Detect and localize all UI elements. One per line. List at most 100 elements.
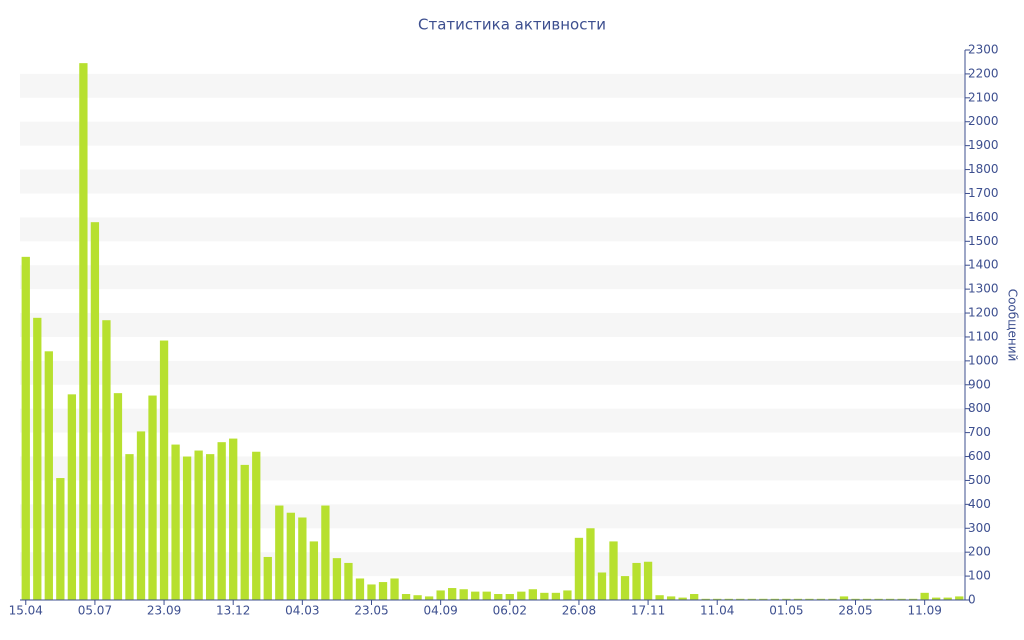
bar xyxy=(436,590,445,600)
bar xyxy=(355,578,365,600)
y-axis-label: Сообщений xyxy=(1006,289,1020,362)
y-tick-label: 2200 xyxy=(968,66,999,80)
y-tick-label: 1300 xyxy=(968,282,999,296)
bar xyxy=(206,454,215,600)
bar xyxy=(932,597,941,600)
y-tick-label: 600 xyxy=(968,449,991,463)
x-tick-label: 01.05 xyxy=(769,604,803,618)
y-tick-label: 800 xyxy=(968,401,991,415)
x-tick-label: 05.07 xyxy=(78,604,112,618)
bar xyxy=(182,456,192,600)
x-tick-label: 04.09 xyxy=(423,604,457,618)
bar xyxy=(125,454,134,600)
y-tick-label: 2000 xyxy=(968,114,999,128)
grid-band xyxy=(20,408,965,433)
bar xyxy=(632,562,641,600)
bar xyxy=(344,562,353,600)
grid-band xyxy=(20,169,965,194)
bar xyxy=(459,589,468,600)
x-tick-label: 28.05 xyxy=(838,604,872,618)
bar xyxy=(448,588,457,600)
y-tick-label: 1400 xyxy=(968,258,999,272)
bar xyxy=(413,595,422,600)
bar xyxy=(33,317,42,600)
bar xyxy=(805,598,814,600)
bar xyxy=(102,320,111,600)
bar xyxy=(862,598,872,600)
y-tick-label: 2100 xyxy=(968,90,999,104)
bar xyxy=(136,431,146,600)
bar xyxy=(643,561,653,600)
bar xyxy=(551,592,561,600)
y-tick-label: 2300 xyxy=(968,43,999,57)
bar xyxy=(655,595,664,600)
bar xyxy=(828,598,837,600)
y-tick-label: 1600 xyxy=(968,210,999,224)
chart-title: Статистика активности xyxy=(418,16,606,34)
bar xyxy=(113,393,123,600)
y-tick-label: 1700 xyxy=(968,186,999,200)
bar xyxy=(690,594,699,600)
x-tick-label: 23.05 xyxy=(354,604,388,618)
x-tick-label: 13.12 xyxy=(216,604,250,618)
bar xyxy=(874,598,883,600)
bar xyxy=(471,591,480,600)
bar xyxy=(171,444,180,600)
bar xyxy=(494,594,503,600)
x-tick-label: 26.08 xyxy=(562,604,596,618)
bar xyxy=(943,597,952,600)
grid-band xyxy=(20,265,965,290)
y-tick-label: 1000 xyxy=(968,353,999,367)
bar xyxy=(586,528,595,600)
bar xyxy=(713,598,722,600)
bar xyxy=(736,598,745,600)
y-tick-label: 200 xyxy=(968,545,991,559)
bar xyxy=(252,451,261,600)
bar xyxy=(597,572,607,600)
bar xyxy=(148,395,157,600)
bar xyxy=(321,505,330,600)
bar xyxy=(44,351,53,600)
bar xyxy=(678,597,687,600)
bar xyxy=(816,598,826,600)
x-tick-label: 15.04 xyxy=(9,604,43,618)
bar xyxy=(897,598,906,600)
bar xyxy=(505,594,514,600)
bar xyxy=(159,340,169,600)
bar xyxy=(793,598,803,600)
y-tick-label: 1500 xyxy=(968,234,999,248)
y-tick-label: 1100 xyxy=(968,329,999,343)
x-tick-label: 11.09 xyxy=(907,604,941,618)
bar xyxy=(528,589,537,600)
y-tick-label: 500 xyxy=(968,473,991,487)
bar xyxy=(263,556,272,600)
bar xyxy=(90,222,100,600)
bar xyxy=(367,584,376,600)
bar xyxy=(217,442,226,600)
x-tick-label: 17.11 xyxy=(631,604,665,618)
bar xyxy=(955,596,964,600)
bar xyxy=(701,598,710,600)
grid-band xyxy=(20,313,965,337)
bar xyxy=(920,592,929,600)
bar xyxy=(424,596,434,600)
grid-band xyxy=(20,217,965,242)
bar xyxy=(21,256,30,600)
bar xyxy=(378,582,388,600)
bar xyxy=(620,576,630,600)
bar xyxy=(240,464,249,600)
y-tick-label: 0 xyxy=(968,593,976,607)
bar xyxy=(286,512,295,600)
bar xyxy=(309,541,319,600)
bar xyxy=(747,598,756,600)
x-tick-label: 11.04 xyxy=(700,604,734,618)
bar xyxy=(666,596,676,600)
bar xyxy=(517,591,526,600)
bar xyxy=(332,558,342,600)
y-tick-label: 700 xyxy=(968,425,991,439)
bar xyxy=(401,594,411,600)
bar xyxy=(782,598,791,600)
bar xyxy=(770,598,779,600)
bar xyxy=(482,591,491,600)
